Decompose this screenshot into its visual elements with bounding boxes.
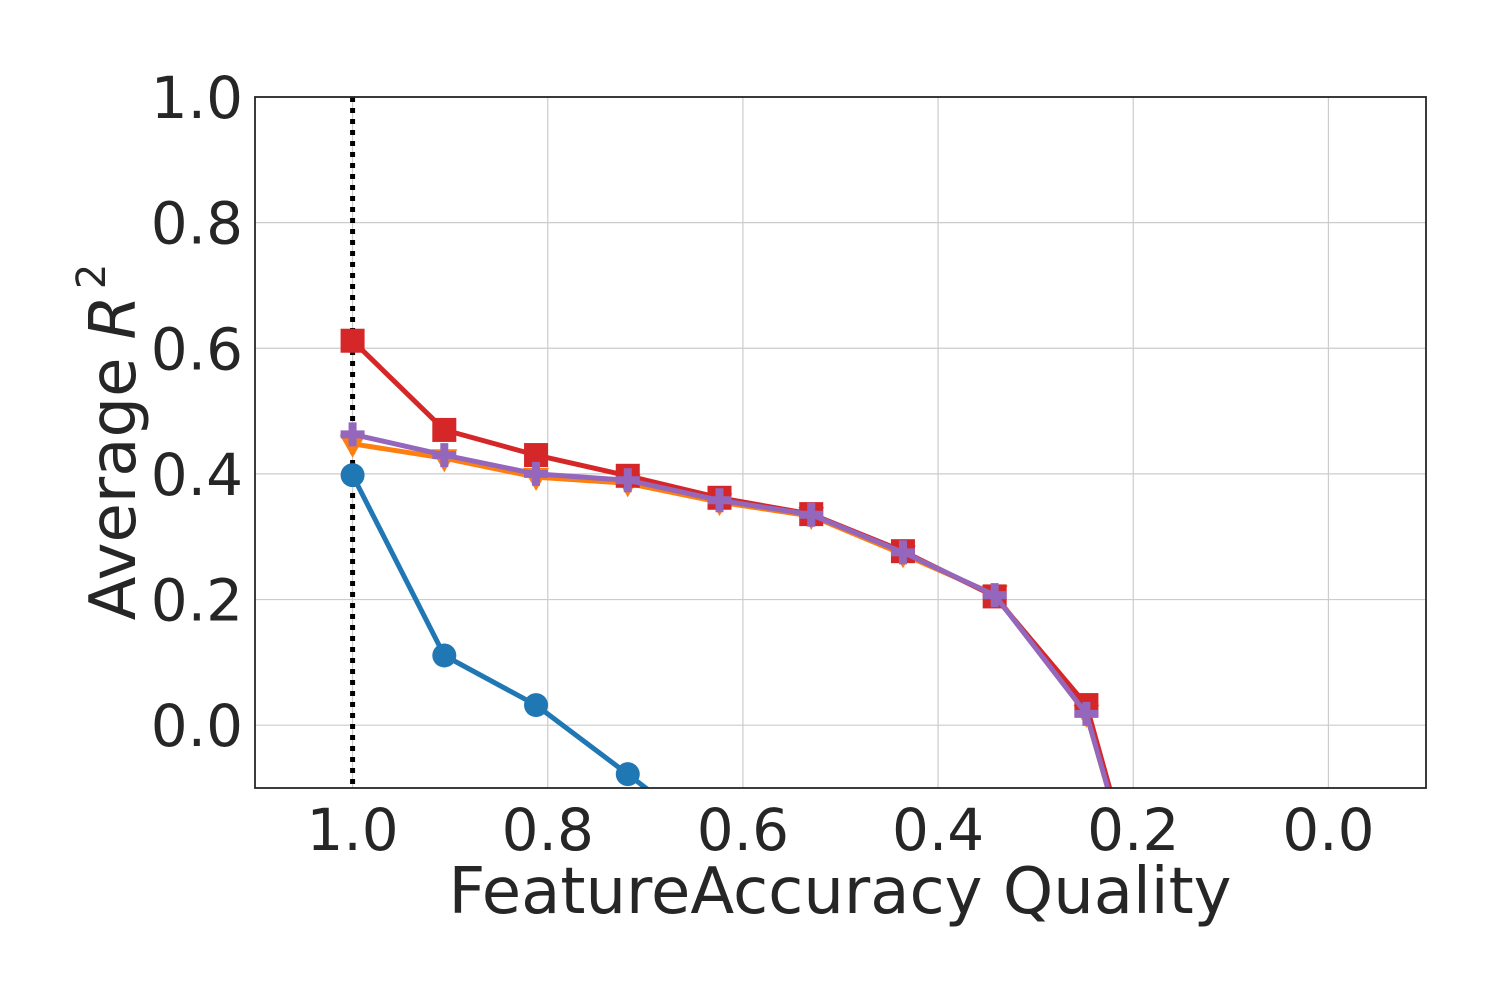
data-point bbox=[432, 417, 457, 442]
x-tick-label: 1.0 bbox=[306, 796, 398, 864]
data-point bbox=[890, 540, 915, 565]
y-tick-label: 0.8 bbox=[151, 190, 243, 258]
y-axis-label-text: Average bbox=[77, 358, 151, 621]
series-line bbox=[352, 431, 1111, 788]
data-point bbox=[615, 468, 640, 493]
data-point bbox=[432, 643, 457, 668]
series-circle bbox=[340, 463, 650, 788]
data-point bbox=[524, 461, 549, 486]
data-point bbox=[615, 762, 640, 787]
series-group bbox=[339, 328, 1113, 788]
data-point bbox=[1074, 701, 1099, 726]
data-point bbox=[524, 693, 549, 718]
y-tick-label: 0.2 bbox=[151, 567, 243, 635]
x-tick-label: 0.6 bbox=[697, 796, 789, 864]
data-point bbox=[340, 463, 365, 488]
plot-background bbox=[255, 97, 1426, 788]
y-axis-label-superscript: 2 bbox=[69, 264, 115, 289]
y-tick-label: 0.0 bbox=[151, 692, 243, 760]
data-point bbox=[707, 488, 732, 513]
data-point bbox=[799, 502, 824, 527]
data-point bbox=[340, 422, 365, 447]
data-point bbox=[982, 583, 1007, 608]
y-tick-label: 0.6 bbox=[151, 315, 243, 383]
x-tick-label: 0.8 bbox=[502, 796, 594, 864]
x-tick-labels: 1.0 0.8 0.6 0.4 0.2 0.0 bbox=[306, 796, 1374, 864]
series-plus bbox=[340, 422, 1111, 788]
plot-frame bbox=[254, 96, 1427, 789]
y-tick-label: 1.0 bbox=[151, 64, 243, 132]
x-axis-label: FeatureAccuracy Quality bbox=[448, 855, 1231, 929]
y-tick-label: 0.4 bbox=[151, 441, 243, 509]
data-point bbox=[340, 328, 365, 353]
y-axis-label: Average R 2 bbox=[69, 264, 151, 621]
x-tick-label: 0.2 bbox=[1087, 796, 1179, 864]
x-tick-label: 0.0 bbox=[1282, 796, 1374, 864]
y-tick-labels: 0.0 0.2 0.4 0.6 0.8 1.0 bbox=[151, 64, 243, 760]
data-point bbox=[432, 443, 457, 468]
x-tick-label: 0.4 bbox=[892, 796, 984, 864]
y-axis-label-symbol: R bbox=[77, 295, 151, 339]
